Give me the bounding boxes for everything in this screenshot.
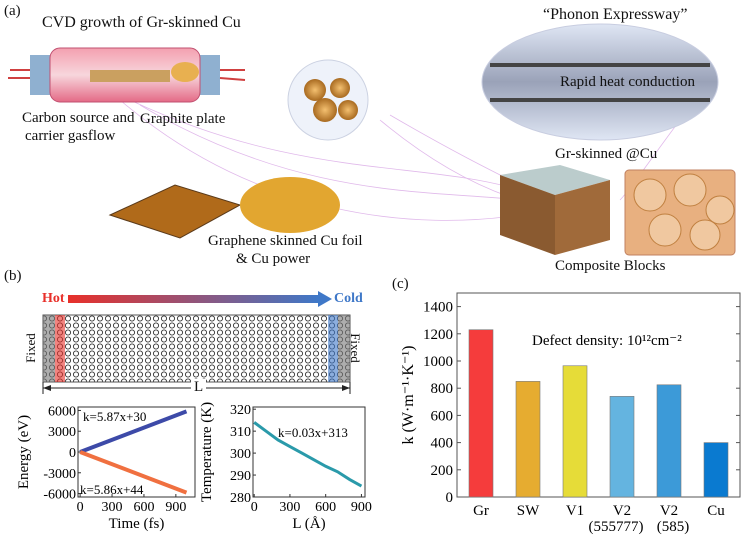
panel-b-label: (b) [4, 268, 22, 284]
panel-a-label: (a) [4, 3, 21, 19]
bar-category-label: V2 [660, 503, 678, 519]
temperature-ytick-label: 300 [230, 447, 251, 462]
bar-category-label: V2 [613, 503, 631, 519]
bar-category-label: Gr [473, 503, 489, 519]
energy-series-line [79, 450, 188, 495]
bar-v1 [562, 365, 588, 498]
bar-v2-(555777) [609, 396, 635, 498]
bar-ylabel: k (W·m⁻¹·K⁻¹) [400, 346, 417, 445]
energy-ytick-label: -6000 [43, 488, 76, 503]
bar-v2-(585) [656, 384, 682, 498]
carbon-source-label-1: Carbon source and [22, 110, 135, 126]
energy-ytick-label: 0 [69, 446, 76, 461]
energy-xtick-label: 300 [102, 500, 123, 515]
bar-ytick-label: 600 [431, 408, 454, 424]
energy-xtick-label: 0 [77, 500, 84, 515]
energy-series-line [79, 409, 188, 454]
rapid-heat-label: Rapid heat conduction [560, 74, 695, 90]
temperature-xtick-label: 900 [351, 500, 372, 515]
gr-skinned-label: Gr-skinned @Cu [555, 146, 658, 162]
bar-ytick-label: 0 [446, 490, 454, 506]
temperature-xtick-label: 300 [279, 500, 300, 515]
energy-ytick-label: -3000 [43, 467, 76, 482]
bar-ytick-label: 1400 [423, 300, 453, 316]
bar-category-label: Cu [707, 503, 725, 519]
temperature-ytick-label: 310 [230, 425, 251, 440]
energy-xtick-label: 900 [165, 500, 186, 515]
cvd-tube-icon [8, 47, 246, 103]
temperature-ytick-label: 290 [230, 469, 251, 484]
energy-ylabel: Energy (eV) [16, 415, 32, 489]
bar-axes-frame [456, 292, 741, 498]
cu-powder-icon [240, 177, 340, 233]
panel-c-label: (c) [392, 276, 409, 292]
bar-ytick-label: 1000 [423, 354, 453, 370]
temperature-xtick-label: 0 [251, 500, 258, 515]
bar-sw [515, 381, 541, 498]
bar-ytick-label: 800 [431, 381, 454, 397]
bar-ytick-label: 400 [431, 436, 454, 452]
layered-composite-icon [500, 165, 610, 255]
cu-spheres-icon [287, 59, 369, 141]
phonon-title: “Phonon Expressway” [543, 6, 688, 23]
energy-xlabel: Time (fs) [109, 516, 165, 532]
temperature-ytick-label: 320 [230, 403, 251, 418]
bar-category-label: SW [517, 503, 540, 519]
energy-annotation: k=5.87x+30 [83, 409, 146, 424]
bar-category-label: (585) [657, 519, 690, 535]
energy-annotation: k=5.86x+44 [80, 482, 144, 497]
bar-ytick-label: 1200 [423, 327, 453, 343]
temperature-annotation: k=0.03x+313 [278, 425, 348, 440]
bar-category-label: (555777) [589, 519, 644, 535]
energy-ytick-label: 3000 [48, 425, 76, 440]
composite-blocks-label: Composite Blocks [555, 258, 666, 274]
carbon-source-label-2: carrier gasflow [25, 128, 116, 144]
foil-powder-label-1: Graphene skinned Cu foil [208, 233, 363, 249]
sphere-composite-icon [624, 169, 736, 256]
panel-a-illustration [8, 23, 736, 256]
cold-label: Cold [334, 291, 363, 306]
foil-powder-label-2: & Cu power [236, 251, 311, 267]
temperature-xtick-label: 600 [315, 500, 336, 515]
temperature-xlabel: L (Å) [292, 516, 325, 532]
energy-ytick-label: 6000 [48, 404, 76, 419]
length-label: L [191, 379, 207, 396]
cvd-title: CVD growth of Gr-skinned Cu [42, 14, 241, 31]
temperature-axes-frame [252, 406, 366, 498]
bar-category-label: V1 [566, 503, 584, 519]
temperature-ytick-label: 280 [230, 491, 251, 506]
energy-xtick-label: 600 [133, 500, 154, 515]
phonon-expressway-icon [481, 23, 719, 141]
bar-cu [703, 442, 729, 498]
bar-ytick-label: 200 [431, 463, 454, 479]
bar-annotation: Defect density: 10¹²cm⁻² [532, 333, 682, 349]
bar-gr [468, 329, 494, 498]
temperature-ylabel: Temperature (K) [199, 402, 215, 502]
temperature-series-line [253, 421, 363, 488]
graphite-plate-label: Graphite plate [140, 111, 226, 127]
hot-label: Hot [42, 291, 65, 306]
